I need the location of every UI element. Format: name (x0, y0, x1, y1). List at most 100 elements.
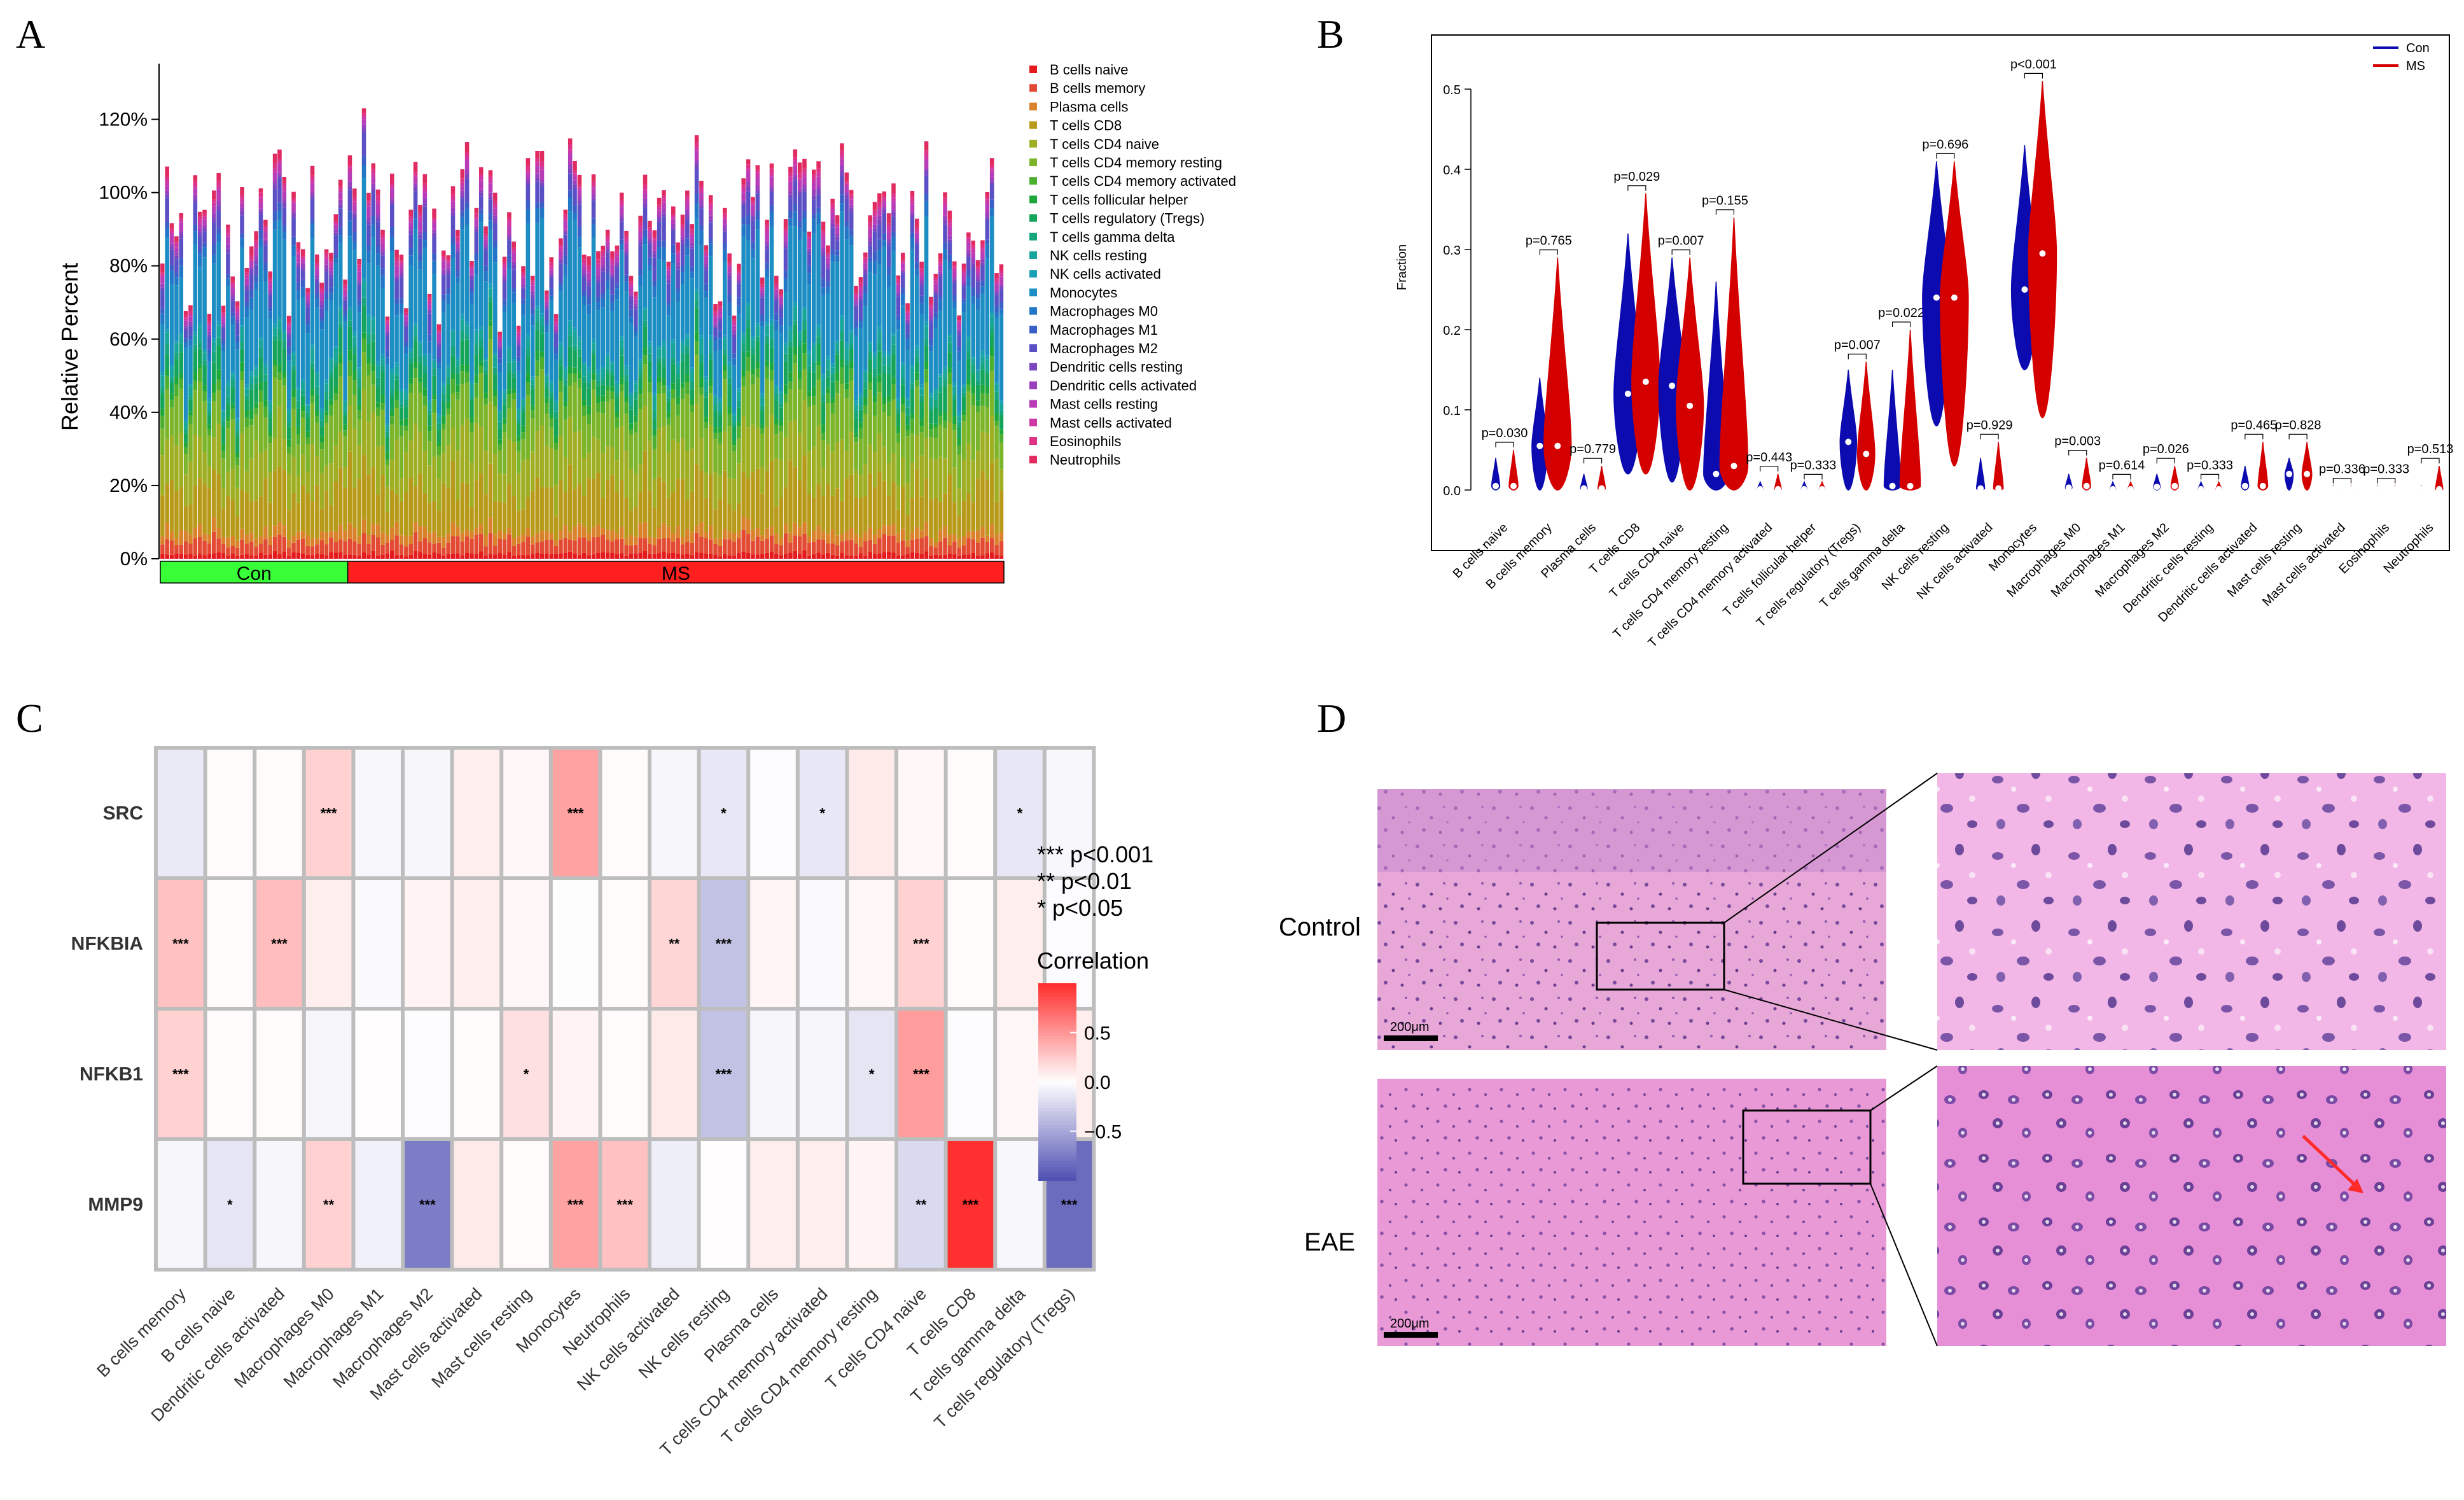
panel-a-bar-segment (769, 163, 774, 169)
panel-a-bar-segment (488, 183, 493, 193)
panel-a-bar-segment (254, 366, 258, 369)
panel-a-sample-bar (446, 255, 450, 559)
panel-a-sample-bar (634, 291, 638, 559)
panel-a-bar-segment (352, 213, 357, 218)
panel-a-bar-segment (413, 550, 418, 559)
panel-a-bar-segment (324, 260, 329, 265)
panel-a-bar-segment (849, 333, 854, 344)
panel-a-bar-segment (868, 215, 872, 223)
panel-a-bar-segment (169, 407, 174, 436)
panel-a-bar-segment (737, 270, 741, 273)
panel-a-bar-segment (957, 329, 961, 332)
panel-a-bar-segment (619, 480, 624, 527)
panel-c-colorbar-step (1038, 1134, 1076, 1139)
panel-a-bar-segment (174, 236, 179, 242)
panel-b-violin-con-median (1889, 482, 1896, 489)
panel-a-bar-segment (840, 165, 844, 171)
panel-a-bar-segment (713, 509, 718, 539)
panel-b-p-value-label: p=0.026 (2143, 442, 2189, 456)
panel-a-bar-segment (385, 316, 390, 321)
panel-a-bar-segment (746, 240, 751, 303)
panel-a-bar-segment (999, 289, 1004, 302)
panel-a-bar-segment (877, 382, 882, 393)
panel-a-bar-segment (460, 555, 465, 559)
panel-a-bar-segment (947, 368, 952, 373)
panel-a-bar-segment (779, 555, 783, 559)
panel-a-bar-segment (389, 489, 394, 528)
panel-a-bar-segment (929, 338, 933, 346)
panel-a-bar-segment (235, 465, 240, 488)
panel-a-bar-segment (638, 523, 643, 538)
panel-a-bar-segment (676, 479, 680, 526)
panel-a-bar-segment (456, 500, 460, 527)
panel-a-sample-bar (272, 153, 277, 559)
panel-a-bar-segment (830, 367, 835, 374)
panel-a-bar-segment (456, 283, 460, 358)
panel-a-bar-segment (333, 263, 338, 347)
panel-a-bar-segment (516, 336, 521, 340)
panel-a-bar-segment (713, 340, 718, 351)
panel-a-bar-segment (915, 227, 919, 231)
panel-a-bar-segment (830, 413, 835, 452)
panel-a-bar-segment (704, 417, 709, 423)
panel-c-significance-stars: * (819, 806, 825, 822)
panel-a-bar-segment (652, 230, 657, 237)
panel-a-bar-segment (286, 556, 291, 559)
panel-a-bar-segment (601, 293, 606, 298)
panel-a-bar-segment (811, 361, 816, 373)
panel-a-bar-segment (502, 279, 507, 283)
panel-b-violin-con (1883, 369, 1902, 491)
panel-a-bar-segment (643, 451, 648, 522)
panel-a-bar-segment (315, 423, 319, 456)
panel-a-bar-segment (802, 218, 807, 233)
panel-a-bar-segment (258, 208, 263, 211)
panel-a-bar-segment (357, 555, 361, 559)
panel-a-bar-segment (919, 272, 924, 276)
panel-b-violin-ms-median (1554, 442, 1561, 449)
panel-c-colorbar-step (1038, 1032, 1076, 1037)
panel-a-bar-segment (727, 262, 732, 265)
panel-a-bar-segment (999, 410, 1004, 415)
panel-a-bar-segment (732, 510, 737, 534)
panel-a-bar-segment (587, 282, 591, 287)
panel-a-bar-segment (559, 286, 563, 292)
panel-a-bar-segment (197, 326, 202, 342)
panel-a-bar-segment (788, 326, 793, 332)
panel-a-bar-segment (638, 269, 643, 276)
panel-a-bar-segment (699, 387, 704, 395)
panel-a-bar-segment (896, 408, 901, 414)
panel-a-bar-segment (559, 480, 563, 530)
panel-a-bar-segment (464, 157, 470, 160)
panel-a-bar-segment (858, 286, 863, 290)
panel-a-bar-segment (943, 428, 947, 459)
panel-a-bar-segment (863, 398, 868, 406)
panel-a-bar-segment (915, 244, 919, 263)
panel-a-bar-segment (807, 273, 812, 284)
panel-a-bar-segment (858, 322, 863, 328)
panel-a-bar-segment (160, 553, 165, 559)
panel-a-bar-segment (235, 515, 240, 541)
panel-a-bar-segment (896, 442, 901, 486)
panel-a-bar-segment (338, 305, 343, 311)
panel-b-category-group: p=0.007 (1658, 234, 1704, 491)
panel-a-bar-segment (244, 417, 249, 428)
panel-a-bar-segment (268, 545, 272, 555)
panel-a-bar-segment (793, 226, 798, 302)
panel-c-colorbar-step (1038, 1072, 1076, 1076)
panel-a-bar-segment (375, 200, 380, 205)
panel-a-bar-segment (436, 478, 442, 510)
panel-a-bar-segment (545, 414, 549, 446)
panel-a-bar-segment (207, 353, 212, 362)
panel-a-bar-segment (685, 375, 690, 382)
panel-b-p-value-label: p=0.779 (1570, 442, 1616, 456)
panel-a-bar-segment (183, 327, 188, 330)
panel-a-bar-segment (535, 223, 539, 307)
panel-a-legend-swatch (1029, 307, 1037, 315)
panel-a-sample-bar (793, 149, 798, 559)
panel-a-bar-segment (333, 445, 338, 482)
panel-a-bar-segment (305, 295, 310, 297)
panel-a-bar-segment (971, 358, 975, 365)
panel-a-sample-bar (966, 232, 971, 559)
panel-a-bar-segment (179, 231, 184, 234)
panel-a-bar-segment (286, 510, 291, 540)
